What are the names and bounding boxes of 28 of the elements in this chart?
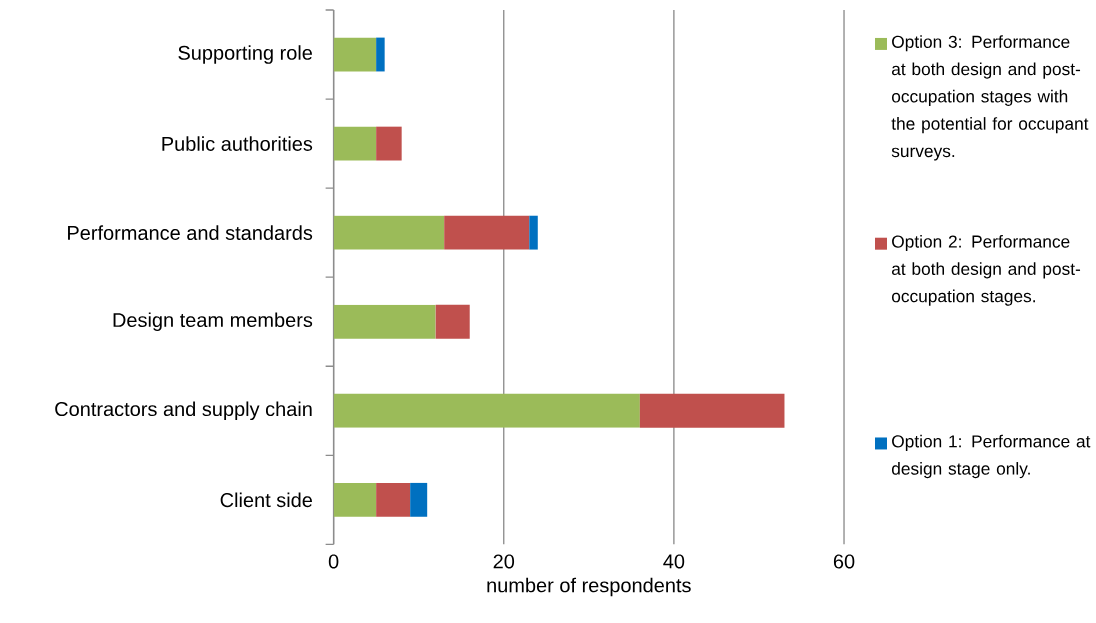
bar (376, 482, 411, 517)
bar (333, 215, 445, 250)
y-tick-label: Supporting role (178, 45, 312, 64)
legend-label: Option 1: Performance at design stage only. (891, 434, 1091, 479)
bar (639, 393, 785, 428)
bar (333, 482, 377, 517)
bar (410, 482, 428, 517)
x-tick-label: 60 (833, 554, 855, 569)
bar (333, 37, 377, 72)
y-tick-label: Performance and standards (68, 225, 313, 240)
x-tick-label: 20 (493, 554, 515, 569)
bar (376, 37, 385, 72)
y-tick-label: Design team members (113, 312, 313, 331)
bar (333, 304, 436, 339)
y-tick-label: Public authorities (162, 136, 313, 151)
bar (333, 393, 640, 428)
y-tick-label: Contractors and supply chain (55, 401, 312, 420)
bar (333, 126, 377, 161)
y-tick-label: Client side (220, 492, 312, 508)
bar (376, 126, 402, 161)
x-axis-title: number of respondents (487, 577, 691, 597)
bar (529, 215, 538, 250)
bar (444, 215, 530, 250)
x-tick-label: 40 (663, 554, 685, 569)
legend-label: Option 3: Performance at both design and post-occupation stages with the potential for occupant surveys. (891, 35, 1089, 161)
x-tick-label: 0 (328, 554, 339, 569)
bar (435, 304, 470, 339)
legend-label: Option 2: Performance at both design and post-occupation stages. (891, 234, 1081, 306)
